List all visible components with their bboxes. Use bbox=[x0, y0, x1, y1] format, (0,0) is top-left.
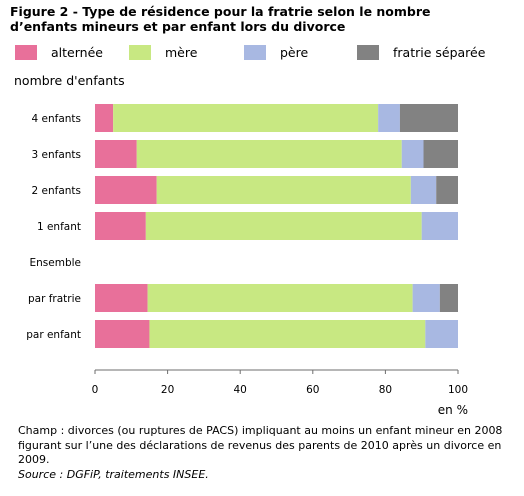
chart-note: Champ : divorces (ou ruptures de PACS) i… bbox=[18, 424, 518, 482]
bar-mere-2-enfants bbox=[156, 176, 411, 204]
category-label-ensemble: Ensemble bbox=[30, 257, 82, 269]
bar-pere-par-fratrie bbox=[412, 284, 440, 312]
bar-pere-1-enfant bbox=[421, 212, 458, 240]
bar-mere-par-fratrie bbox=[147, 284, 413, 312]
bar-alternee-4-enfants bbox=[95, 104, 114, 132]
x-tick-label-60: 60 bbox=[306, 384, 319, 396]
legend-label-mere: mère bbox=[165, 44, 198, 60]
bar-fratrie-separee-2-enfants bbox=[436, 176, 458, 204]
bar-mere-4-enfants bbox=[113, 104, 379, 132]
bar-alternee-par-enfant bbox=[95, 320, 150, 348]
bar-mere-3-enfants bbox=[136, 140, 402, 168]
legend-item-fratrie-separee: fratrie séparée bbox=[357, 42, 485, 62]
bar-pere-3-enfants bbox=[401, 140, 424, 168]
figure-title-line-2: d’enfants mineurs et par enfant lors du … bbox=[10, 19, 346, 34]
legend-label-fratrie-separee: fratrie séparée bbox=[393, 44, 486, 60]
figure-title-line-1: Figure 2 - Type de résidence pour la fra… bbox=[10, 4, 431, 19]
legend-item-pere: père bbox=[244, 42, 308, 62]
legend-item-alternee: alternée bbox=[15, 42, 103, 62]
category-label-par-enfant: par enfant bbox=[26, 329, 81, 341]
legend-label-alternee: alternée bbox=[51, 44, 103, 60]
bar-pere-2-enfants bbox=[410, 176, 437, 204]
category-label-4-enfants: 4 enfants bbox=[31, 113, 81, 125]
x-tick-label-40: 40 bbox=[234, 384, 247, 396]
legend-label-pere: père bbox=[280, 44, 309, 60]
category-label-3-enfants: 3 enfants bbox=[31, 149, 81, 161]
bar-alternee-3-enfants bbox=[95, 140, 137, 168]
bar-fratrie-separee-3-enfants bbox=[423, 140, 458, 168]
bar-alternee-par-fratrie bbox=[95, 284, 148, 312]
bar-mere-1-enfant bbox=[145, 212, 422, 240]
legend: alternée mère père fratrie séparée bbox=[15, 42, 515, 62]
bar-pere-4-enfants bbox=[378, 104, 400, 132]
bar-fratrie-separee-4-enfants bbox=[399, 104, 458, 132]
bar-pere-par-enfant bbox=[425, 320, 458, 348]
legend-item-mere: mère bbox=[129, 42, 197, 62]
x-tick-label-100: 100 bbox=[448, 384, 468, 396]
legend-swatch-alternee bbox=[15, 44, 37, 60]
bar-mere-par-enfant bbox=[149, 320, 426, 348]
x-axis-title: en % bbox=[438, 403, 468, 417]
x-tick-label-0: 0 bbox=[92, 384, 99, 396]
bar-fratrie-separee-par-fratrie bbox=[439, 284, 458, 312]
note-champ: Champ : divorces (ou ruptures de PACS) i… bbox=[18, 424, 503, 466]
category-label-2-enfants: 2 enfants bbox=[31, 185, 81, 197]
x-tick-label-80: 80 bbox=[379, 384, 392, 396]
bar-alternee-2-enfants bbox=[95, 176, 157, 204]
legend-swatch-mere bbox=[129, 44, 151, 60]
x-tick-label-20: 20 bbox=[161, 384, 174, 396]
legend-swatch-pere bbox=[244, 44, 266, 60]
category-label-1-enfant: 1 enfant bbox=[37, 221, 81, 233]
y-axis-title: nombre d'enfants bbox=[14, 73, 125, 88]
figure-title: Figure 2 - Type de résidence pour la fra… bbox=[10, 4, 510, 34]
note-source: Source : DGFiP, traitements INSEE. bbox=[18, 467, 209, 481]
category-label-par-fratrie: par fratrie bbox=[28, 293, 81, 305]
bar-alternee-1-enfant bbox=[95, 212, 146, 240]
legend-swatch-fratrie-separee bbox=[357, 44, 379, 60]
